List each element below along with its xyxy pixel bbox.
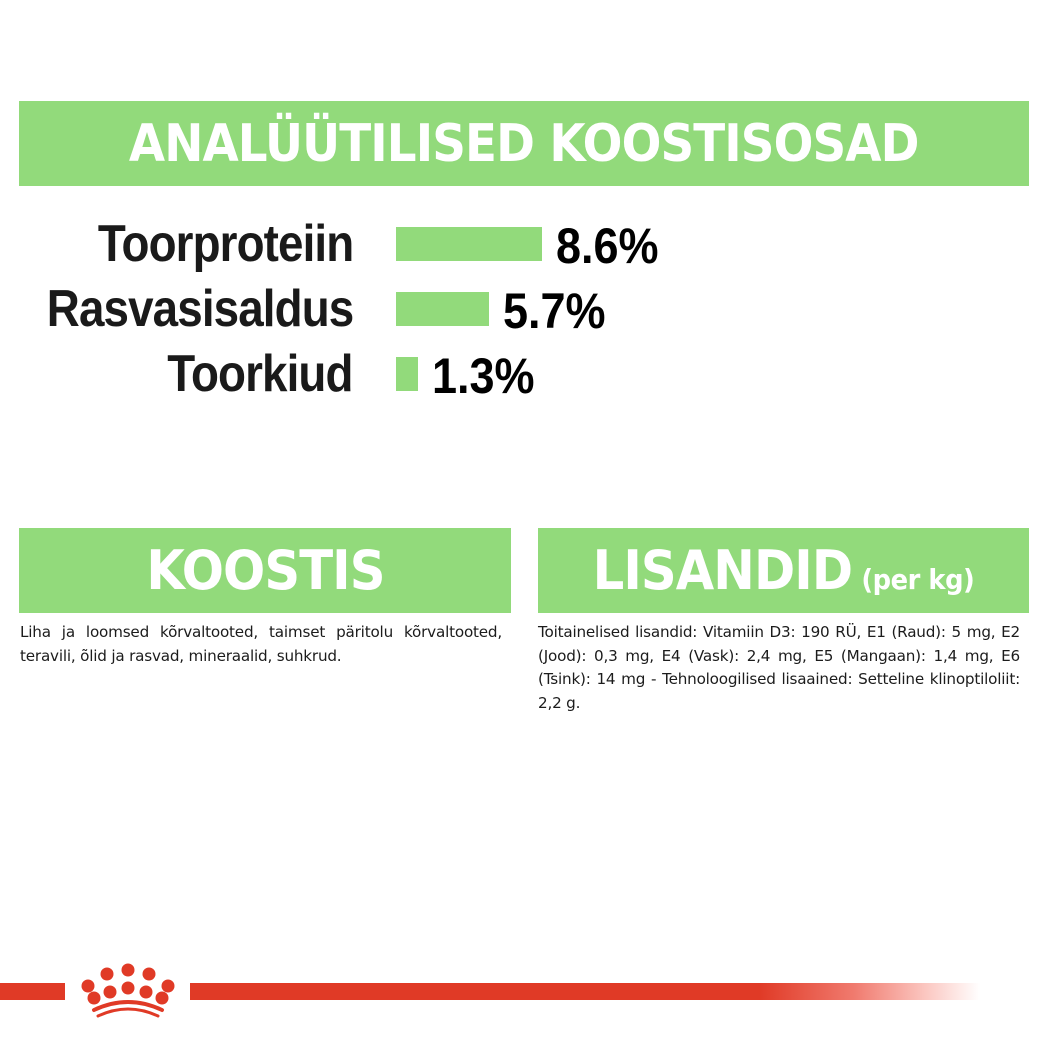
- royal-crown-logo-icon: [81, 963, 175, 1018]
- nutrient-label: Toorproteiin: [97, 215, 354, 273]
- nutrient-label: Rasvasisaldus: [46, 280, 353, 338]
- additives-banner: LISANDID (per kg): [538, 528, 1029, 613]
- additives-title: LISANDID: [592, 539, 853, 602]
- nutrient-value: 5.7%: [503, 283, 606, 339]
- nutrient-value: 8.6%: [556, 218, 659, 274]
- nutrient-row-protein: Toorproteiin 8.6%: [0, 215, 1049, 273]
- footer-red-line-right: [190, 983, 980, 1000]
- nutrient-bar: [396, 227, 542, 261]
- nutrient-bar: [396, 292, 489, 326]
- nutrient-label: Toorkiud: [167, 345, 354, 403]
- footer-red-line-left: [0, 983, 65, 1000]
- analytical-constituents-title: ANALÜÜTILISED KOOSTISOSAD: [129, 113, 920, 174]
- nutrient-value: 1.3%: [432, 348, 535, 404]
- additives-subtitle: (per kg): [861, 563, 975, 596]
- additives-text: Toitainelised lisandid: Vitamiin D3: 190…: [538, 623, 1020, 712]
- composition-text: Liha ja loomsed kõrvaltooted, taimset pä…: [20, 623, 502, 665]
- nutrient-row-fibre: Toorkiud 1.3%: [0, 345, 1049, 403]
- composition-banner: KOOSTIS: [19, 528, 511, 613]
- nutrient-row-fat: Rasvasisaldus 5.7%: [0, 280, 1049, 338]
- analytical-constituents-banner: ANALÜÜTILISED KOOSTISOSAD: [19, 101, 1029, 186]
- additives-title-wrap: LISANDID (per kg): [593, 539, 975, 602]
- nutrient-bar: [396, 357, 418, 391]
- composition-title: KOOSTIS: [145, 539, 385, 602]
